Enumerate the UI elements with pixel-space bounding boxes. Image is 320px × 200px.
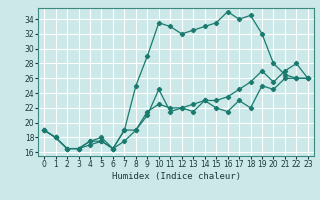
X-axis label: Humidex (Indice chaleur): Humidex (Indice chaleur) [111, 172, 241, 181]
